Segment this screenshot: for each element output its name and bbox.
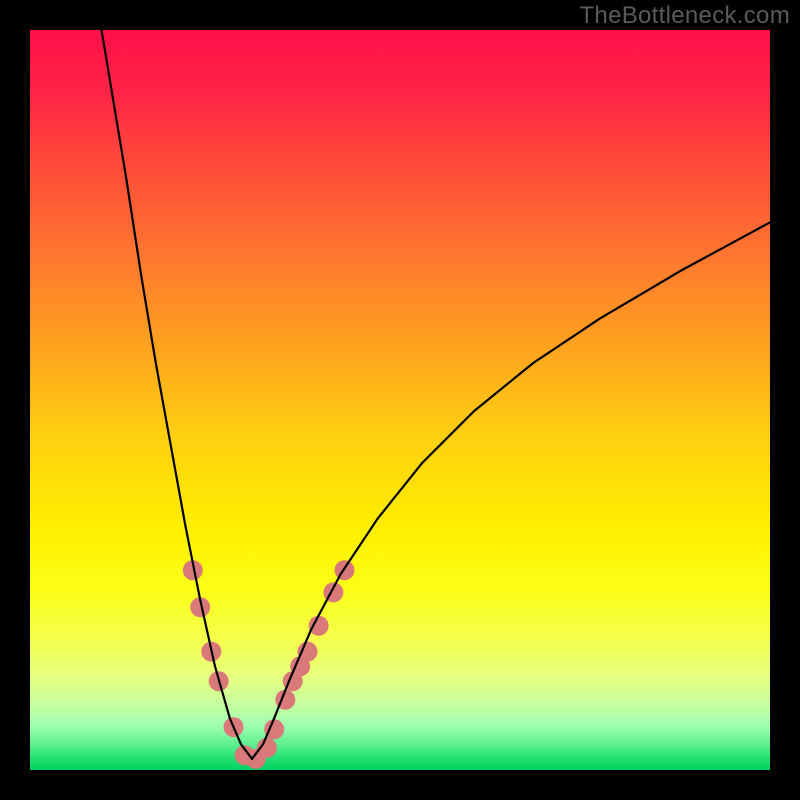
plot-background <box>30 30 770 770</box>
chart-container: { "watermark": { "text": "TheBottleneck.… <box>0 0 800 800</box>
chart-svg <box>0 0 800 800</box>
watermark-text: TheBottleneck.com <box>579 2 790 30</box>
data-dot <box>309 616 329 636</box>
